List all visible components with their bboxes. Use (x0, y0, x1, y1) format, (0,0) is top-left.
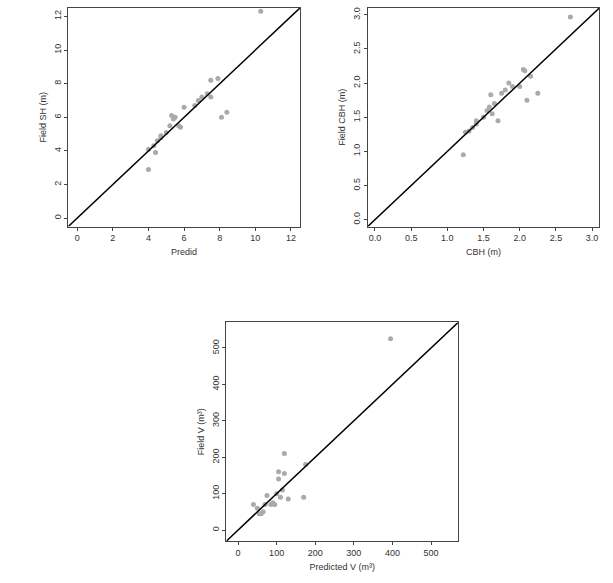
svg-text:0: 0 (211, 526, 221, 531)
svg-text:0.0: 0.0 (369, 233, 382, 243)
svg-text:12: 12 (286, 233, 296, 243)
svg-text:Predicted V (m³): Predicted V (m³) (310, 562, 376, 572)
svg-text:0.5: 0.5 (405, 233, 418, 243)
svg-text:500: 500 (424, 548, 439, 558)
svg-text:2.0: 2.0 (513, 233, 526, 243)
svg-text:0: 0 (53, 214, 63, 219)
svg-text:400: 400 (211, 376, 221, 391)
svg-text:Field V (m³): Field V (m³) (196, 408, 206, 455)
svg-text:4: 4 (146, 233, 151, 243)
svg-text:8: 8 (53, 80, 63, 85)
svg-text:6: 6 (53, 113, 63, 118)
svg-text:500: 500 (211, 339, 221, 354)
svg-text:Field SH (m): Field SH (m) (38, 92, 48, 143)
svg-text:0: 0 (236, 548, 241, 558)
svg-text:1.0: 1.0 (441, 233, 454, 243)
svg-text:10: 10 (250, 233, 260, 243)
svg-text:1.5: 1.5 (352, 110, 362, 123)
svg-text:100: 100 (211, 485, 221, 500)
svg-text:300: 300 (211, 412, 221, 427)
svg-text:200: 200 (211, 448, 221, 463)
svg-text:400: 400 (385, 548, 400, 558)
svg-text:300: 300 (346, 548, 361, 558)
svg-text:10: 10 (53, 44, 63, 54)
svg-text:0.0: 0.0 (352, 212, 362, 225)
svg-text:8: 8 (217, 233, 222, 243)
svg-text:200: 200 (308, 548, 323, 558)
svg-text:2: 2 (110, 233, 115, 243)
svg-text:3.0: 3.0 (352, 7, 362, 20)
svg-text:3.0: 3.0 (586, 233, 599, 243)
svg-text:Predid: Predid (171, 247, 197, 257)
svg-text:CBH (m): CBH (m) (466, 247, 501, 257)
svg-text:2.5: 2.5 (352, 41, 362, 54)
svg-text:0.5: 0.5 (352, 178, 362, 191)
svg-text:6: 6 (182, 233, 187, 243)
svg-text:1.5: 1.5 (477, 233, 490, 243)
svg-text:100: 100 (269, 548, 284, 558)
svg-text:0: 0 (75, 233, 80, 243)
svg-text:2.0: 2.0 (352, 76, 362, 89)
svg-text:2.5: 2.5 (550, 233, 563, 243)
svg-text:12: 12 (53, 10, 63, 20)
svg-text:2: 2 (53, 181, 63, 186)
svg-text:1.0: 1.0 (352, 144, 362, 157)
svg-text:Field CBH (m): Field CBH (m) (337, 89, 347, 146)
svg-text:4: 4 (53, 147, 63, 152)
